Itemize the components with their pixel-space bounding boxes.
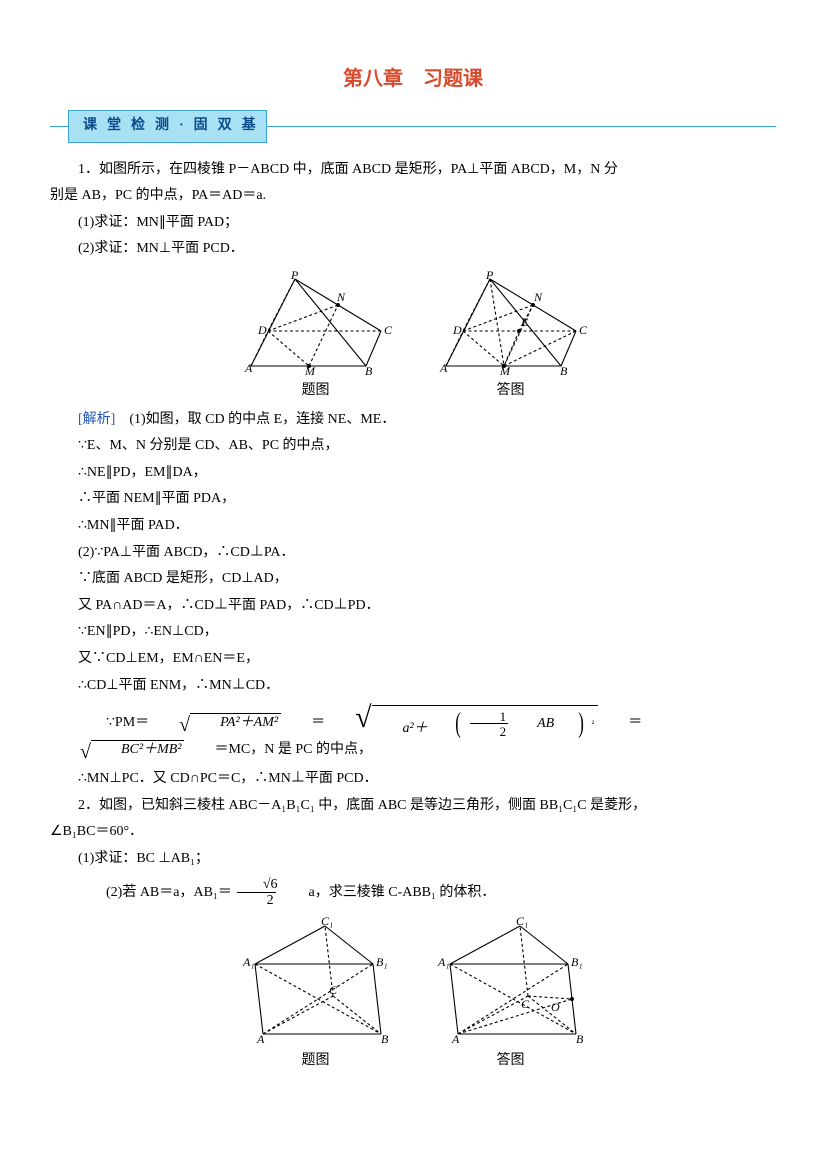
eq-eq1: ＝ (283, 714, 325, 732)
svg-text:C₁: C₁ (321, 916, 333, 928)
eq-tail: ＝MC，N 是 PC 的中点， (186, 741, 372, 759)
sq-exp: ² (592, 719, 595, 729)
svg-text:B: B (560, 364, 568, 376)
q2-figures: A₁ C₁ B₁ A C B 题图 (50, 916, 776, 1075)
q2-fig-right: A₁ C₁ B₁ A C B O 答图 (428, 916, 593, 1075)
q1-s10: 又∵CD⊥EM，EM∩EN＝E， (50, 646, 776, 673)
q2-part2: (2)若 AB＝a，AB₁＝ √6 2 a，求三棱锥 C-ABB₁ 的体积． (50, 878, 776, 908)
q2-intro-line1: 2．如图，已知斜三棱柱 ABC－A₁B₁C₁ 中，底面 ABC 是等边三角形，侧… (50, 793, 776, 820)
svg-text:C: C (384, 323, 393, 337)
half-frac: 1 2 (470, 710, 509, 738)
q1-part1: (1)求证：MN∥平面 PAD； (50, 210, 776, 237)
prism-diagram-left: A₁ C₁ B₁ A C B (233, 916, 398, 1046)
section-banner: 课堂检测·固双基 (68, 110, 267, 143)
eq-eq2: ＝ (600, 714, 642, 732)
q1-s1: (1)如图，取 CD 的中点 E，连接 NE、ME． (129, 412, 395, 427)
sqrt6-over-2: √6 2 (233, 878, 280, 908)
q2-fig-right-caption: 答图 (428, 1048, 593, 1075)
q1-s5: ∴MN∥平面 PAD． (50, 513, 776, 540)
bracket: ( 1 2 AB ) (431, 710, 591, 738)
q1-fig-left: P A M B C D N 题图 (233, 271, 398, 405)
sqrt-1: √PA²＋AM² (151, 713, 281, 733)
q1-intro-line1: 1．如图所示，在四棱锥 P－ABCD 中，底面 ABCD 是矩形，PA⊥平面 A… (50, 157, 776, 184)
svg-text:A: A (451, 1032, 460, 1046)
analysis-label: [解析] (78, 412, 115, 427)
svg-text:O: O (551, 1000, 560, 1014)
q1-part2: (2)求证：MN⊥平面 PCD． (50, 236, 776, 263)
sqrt-2-body: a²＋ ( 1 2 AB ) ² (372, 705, 599, 740)
eq-pm: ∵PM＝ (78, 714, 149, 732)
pyramid-diagram-right: P A M B C D N E (428, 271, 593, 376)
sqrt-3: √BC²＋MB² (52, 740, 184, 760)
svg-text:E: E (520, 315, 529, 329)
svg-text:C₁: C₁ (516, 916, 528, 928)
section-banner-row: 课堂检测·固双基 (50, 110, 776, 143)
sqrt2-a: a²＋ (403, 721, 428, 736)
svg-text:B₁: B₁ (376, 955, 388, 969)
svg-text:D: D (257, 323, 267, 337)
q2-intro-line2: ∠B₁BC＝60°． (50, 819, 776, 846)
svg-text:A₁: A₁ (242, 955, 255, 969)
frac-den: 2 (470, 723, 509, 738)
q1-s12-eq: ∵PM＝ √PA²＋AM² ＝ √ a²＋ ( 1 2 AB ) ² ＝ √BC… (50, 705, 776, 760)
svg-text:D: D (452, 323, 462, 337)
q2-p2a: (2)若 AB＝a，AB₁＝ (78, 884, 232, 902)
sqrt-1-body: PA²＋AM² (190, 713, 281, 730)
sqrt2-ab: AB (509, 717, 554, 731)
q1-s7: ∵底面 ABCD 是矩形，CD⊥AD， (50, 566, 776, 593)
q2-fig-left: A₁ C₁ B₁ A C B 题图 (233, 916, 398, 1075)
svg-text:N: N (533, 290, 543, 304)
q1-figures: P A M B C D N 题图 (50, 271, 776, 405)
prism-diagram-right: A₁ C₁ B₁ A C B O (428, 916, 593, 1046)
svg-text:A: A (244, 361, 253, 375)
banner-rule-left (50, 126, 68, 127)
svg-text:A: A (439, 361, 448, 375)
frac-num-2: √6 (233, 878, 280, 892)
q1-s11: ∴CD⊥平面 ENM，∴MN⊥CD． (50, 673, 776, 700)
frac-num: 1 (470, 710, 509, 723)
q1-s2: ∵E、M、N 分别是 CD、AB、PC 的中点， (50, 433, 776, 460)
q1-s3: ∴NE∥PD，EM∥DA， (50, 460, 776, 487)
q1-intro-line2: 别是 AB，PC 的中点，PA＝AD＝a. (50, 183, 776, 210)
chapter-title: 第八章 习题课 (50, 60, 776, 98)
q2-part1: (1)求证：BC ⊥AB₁； (50, 846, 776, 873)
q1-analysis-line1: [解析] (1)如图，取 CD 的中点 E，连接 NE、ME． (50, 407, 776, 434)
q1-s13: ∴MN⊥PC．又 CD∩PC＝C，∴MN⊥平面 PCD． (50, 766, 776, 793)
svg-text:N: N (336, 290, 346, 304)
svg-text:M: M (304, 364, 316, 376)
svg-text:B₁: B₁ (571, 955, 583, 969)
q1-s8: 又 PA∩AD＝A，∴CD⊥平面 PAD，∴CD⊥PD． (50, 593, 776, 620)
q1-fig-right: P A M B C D N E 答图 (428, 271, 593, 405)
q1-fig-right-caption: 答图 (428, 378, 593, 405)
sqrt-3-body: BC²＋MB² (91, 740, 185, 757)
svg-text:B: B (365, 364, 373, 376)
q2-fig-left-caption: 题图 (233, 1048, 398, 1075)
svg-text:B: B (576, 1032, 584, 1046)
svg-text:C: C (521, 997, 530, 1011)
svg-text:A: A (256, 1032, 265, 1046)
svg-text:C: C (329, 983, 338, 997)
q1-s4: ∴平面 NEM∥平面 PDA， (50, 486, 776, 513)
svg-text:P: P (290, 271, 299, 282)
banner-rule-right (267, 126, 776, 127)
svg-text:C: C (579, 323, 588, 337)
sqrt-2: √ a²＋ ( 1 2 AB ) ² (327, 705, 598, 740)
svg-text:P: P (485, 271, 494, 282)
q1-s6: (2)∵PA⊥平面 ABCD，∴CD⊥PA． (50, 540, 776, 567)
svg-text:M: M (499, 364, 511, 376)
q1-s9: ∵EN∥PD，∴EN⊥CD， (50, 619, 776, 646)
pyramid-diagram-left: P A M B C D N (233, 271, 398, 376)
frac-den-2: 2 (237, 892, 276, 908)
svg-text:A₁: A₁ (437, 955, 450, 969)
q1-fig-left-caption: 题图 (233, 378, 398, 405)
svg-text:B: B (381, 1032, 389, 1046)
q2-p2b: a，求三棱锥 C-ABB₁ 的体积． (281, 884, 496, 902)
